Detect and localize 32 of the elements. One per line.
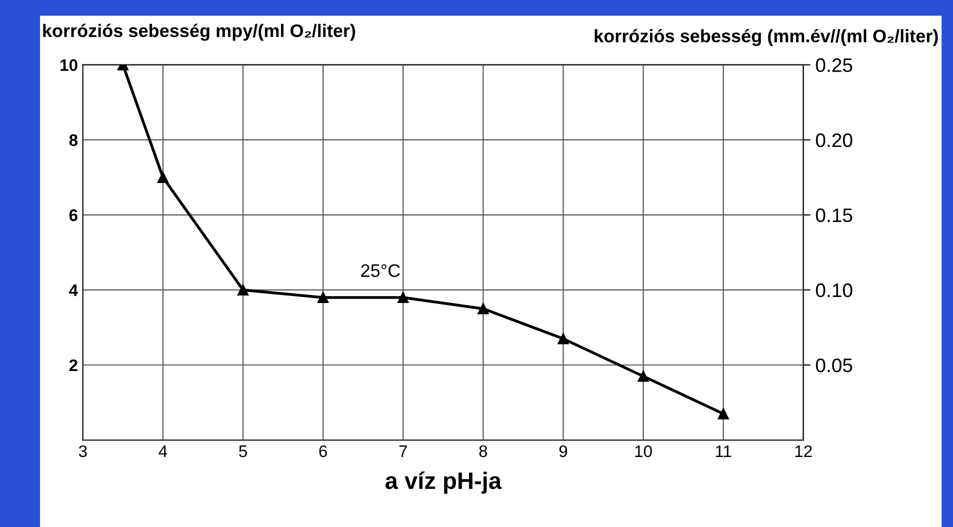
x-tick-label: 11: [716, 446, 732, 457]
y-tick-label: 8: [69, 134, 78, 146]
x-axis-title: a víz pH-ja: [385, 472, 502, 494]
point: [478, 303, 489, 314]
x-tick-label: 5: [239, 446, 247, 458]
y2-axis-title: korróziós sebesség (mm.év//(ml O₂/liter): [594, 28, 938, 46]
x-tick-label: 6: [319, 445, 327, 458]
x-tick-label: 12: [795, 445, 812, 457]
y-tick-label: 2: [69, 359, 78, 372]
annotation: 25°C: [361, 264, 400, 278]
y2-tick-label: 0.20: [816, 133, 852, 148]
point: [718, 408, 729, 420]
x-tick-label: 7: [399, 446, 407, 457]
y-tick-label: 10: [60, 59, 78, 72]
x-tick-label: 4: [158, 446, 168, 457]
x-tick-label: 3: [78, 445, 87, 458]
point: [318, 292, 329, 304]
x-tick-label: 8: [479, 445, 488, 458]
y-axis-title: korróziós sebesség mpy/(ml O₂/liter): [43, 24, 356, 41]
point: [237, 284, 249, 296]
x-tick-label: 10: [635, 445, 652, 458]
y-tick-label: 4: [69, 284, 78, 296]
point: [157, 172, 169, 183]
point: [398, 292, 409, 304]
y2-tick-label: 0.10: [816, 283, 852, 298]
point: [638, 370, 649, 382]
y2-tick-label: 0.05: [816, 358, 852, 372]
x-tick-label: 9: [559, 445, 568, 458]
y2-tick-label: 0.15: [816, 208, 852, 222]
y-tick-label: 6: [69, 209, 78, 222]
point: [558, 333, 569, 344]
y2-tick-label: 0.25: [816, 58, 852, 72]
